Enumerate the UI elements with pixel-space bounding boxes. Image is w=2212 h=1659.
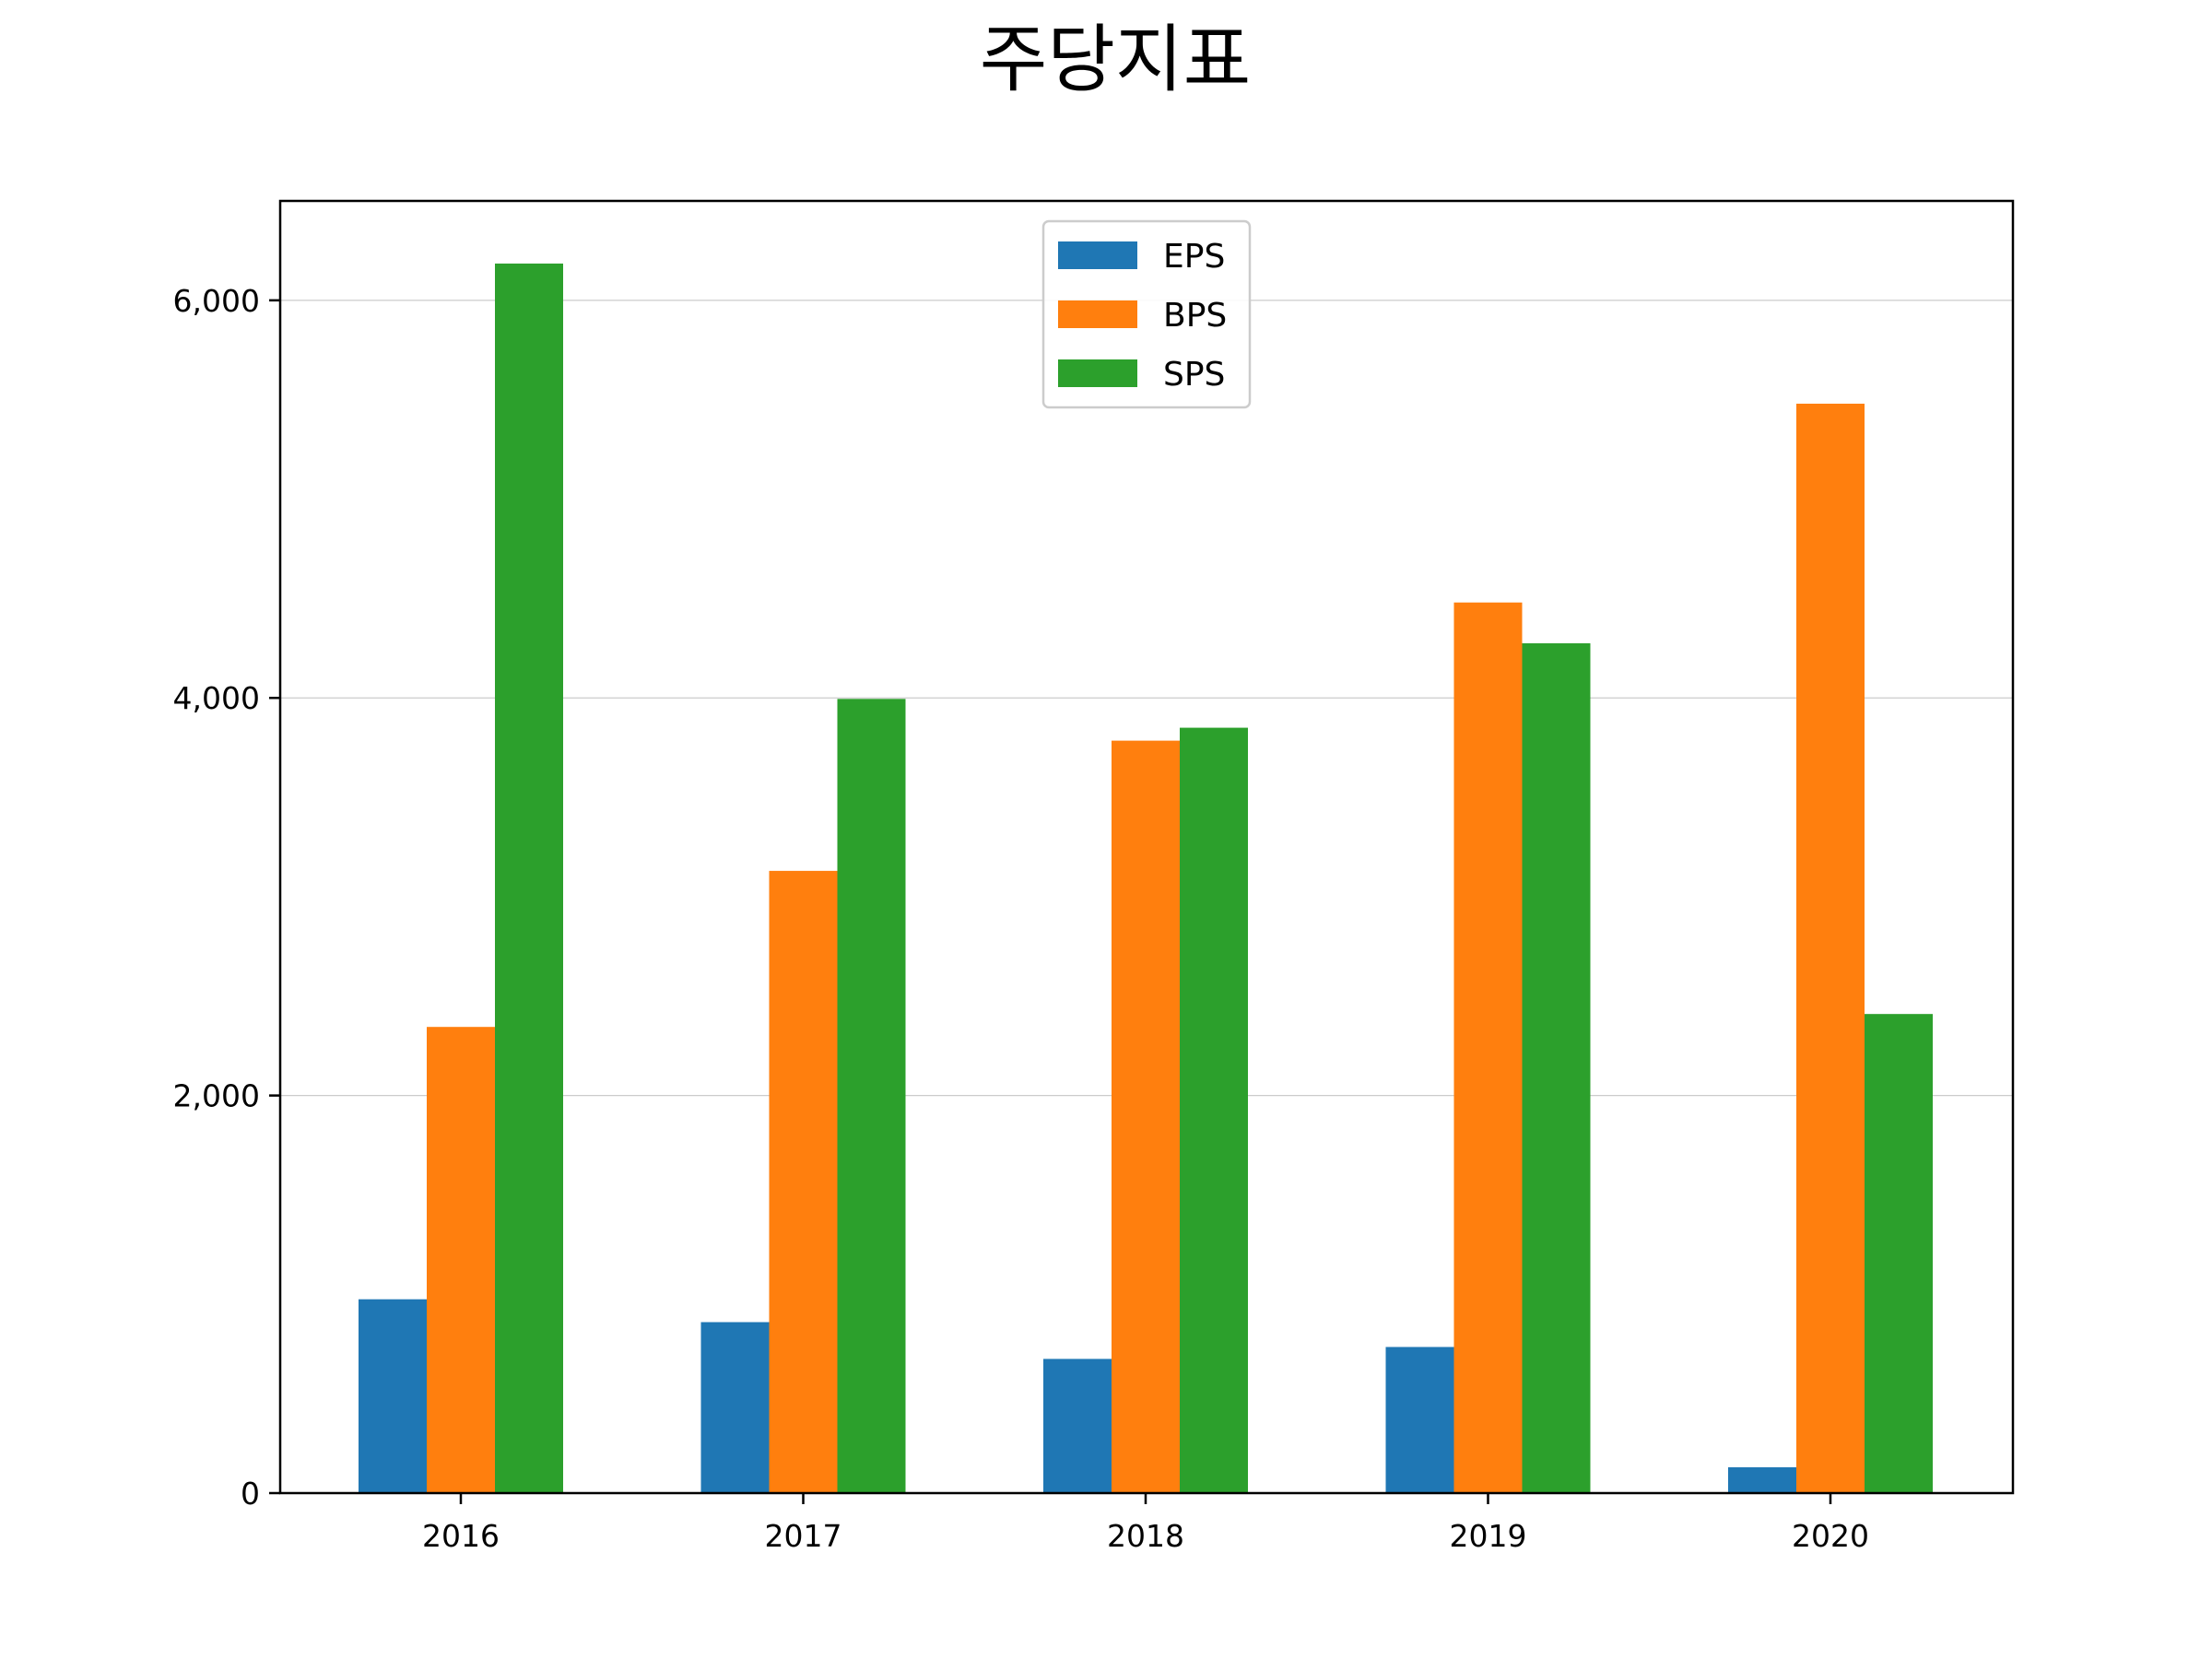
bar-sps-2016 <box>495 263 563 1493</box>
bars <box>359 263 1933 1494</box>
legend-label-eps: EPS <box>1163 238 1225 276</box>
legend-swatch-bps <box>1058 300 1137 328</box>
axis-ticks: 0 2,000 4,000 6,000 2016 2017 2018 2019 2020 <box>173 283 1869 1554</box>
bar-sps-2020 <box>1865 1014 1933 1493</box>
y-tick-label: 2,000 <box>173 1078 260 1114</box>
bar-bps-2018 <box>1112 740 1180 1493</box>
chart-title: 주당지표 <box>980 17 1251 102</box>
bar-bps-2017 <box>769 870 838 1493</box>
legend-label-sps: SPS <box>1163 356 1225 394</box>
bar-eps-2016 <box>359 1299 427 1493</box>
y-tick-label: 6,000 <box>173 283 260 319</box>
legend-swatch-eps <box>1058 241 1137 269</box>
x-tick-label: 2019 <box>1450 1518 1527 1554</box>
bar-eps-2020 <box>1728 1466 1796 1493</box>
bar-sps-2019 <box>1522 642 1591 1493</box>
x-tick-label: 2020 <box>1792 1518 1869 1554</box>
bar-bps-2016 <box>427 1027 495 1493</box>
legend-swatch-sps <box>1058 359 1137 387</box>
legend-label-bps: BPS <box>1163 297 1227 335</box>
bar-sps-2017 <box>837 699 906 1493</box>
bar-bps-2020 <box>1796 404 1865 1494</box>
y-tick-label: 0 <box>241 1476 260 1512</box>
x-tick-label: 2017 <box>765 1518 842 1554</box>
bar-eps-2017 <box>700 1322 770 1493</box>
legend: EPS BPS SPS <box>1041 219 1252 409</box>
bar-eps-2019 <box>1385 1347 1454 1493</box>
y-tick-label: 4,000 <box>173 680 260 716</box>
bar-eps-2018 <box>1043 1359 1112 1493</box>
bar-bps-2019 <box>1453 602 1523 1493</box>
x-tick-label: 2018 <box>1107 1518 1184 1554</box>
x-tick-label: 2016 <box>422 1518 500 1554</box>
bar-sps-2018 <box>1180 727 1248 1493</box>
